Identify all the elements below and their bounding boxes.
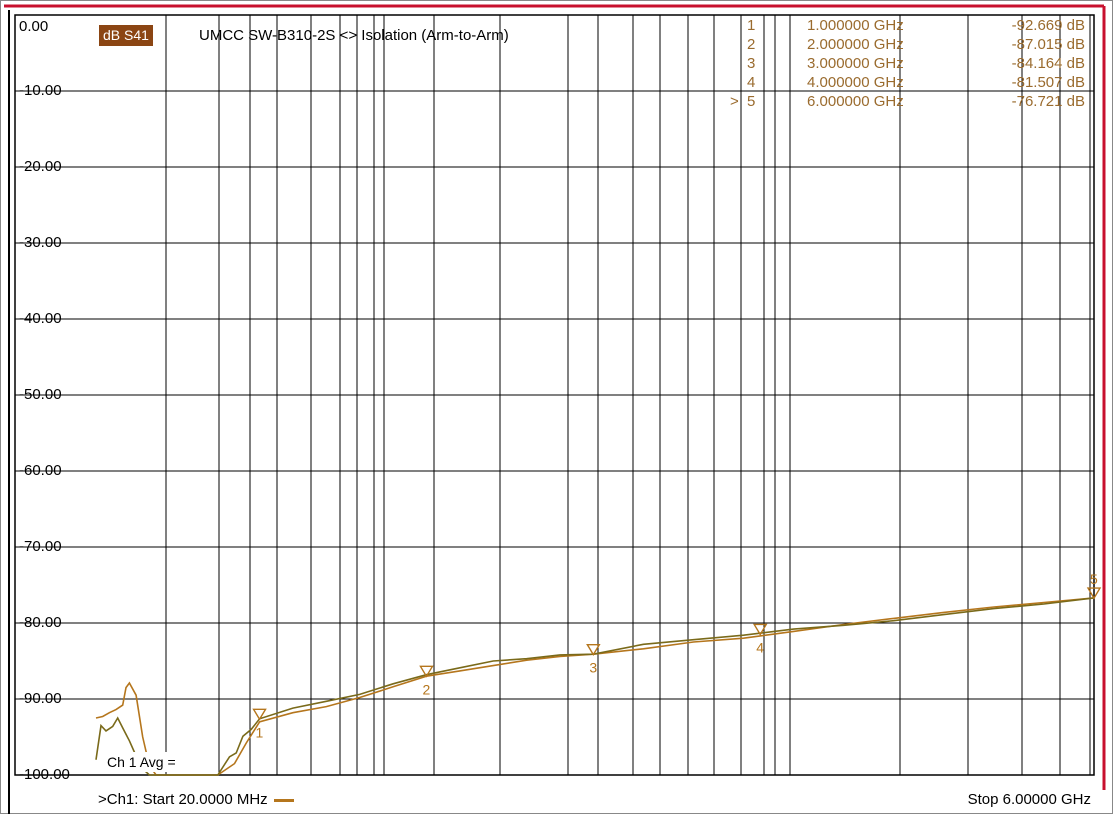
y-tick-label: -80.00	[19, 614, 62, 631]
marker-frequency: 4.000000 GHz	[807, 74, 904, 91]
marker-value: -76.721 dB	[1011, 93, 1085, 110]
marker-number: 5	[747, 93, 756, 110]
marker-readout-row: >5 6.000000 GHz -76.721 dB	[715, 92, 1095, 111]
marker-1-label: 1	[256, 724, 264, 740]
marker-frequency: 1.000000 GHz	[807, 17, 904, 34]
marker-3-triangle	[586, 643, 601, 657]
marker-value: -92.669 dB	[1011, 17, 1085, 34]
y-tick-label: -40.00	[19, 310, 62, 327]
marker-active-indicator: >	[730, 93, 739, 110]
start-frequency-text: >Ch1: Start 20.0000 MHz	[98, 791, 268, 808]
marker-3-label: 3	[589, 660, 597, 676]
y-tick-label: -10.00	[19, 82, 62, 99]
series-line-1	[95, 597, 1095, 776]
marker-readout-row: 2 2.000000 GHz -87.015 dB	[715, 35, 1095, 54]
marker-value: -87.015 dB	[1011, 36, 1085, 53]
marker-frequency: 2.000000 GHz	[807, 36, 904, 53]
trace-label-badge[interactable]: dB S41	[99, 25, 153, 46]
marker-4-triangle	[752, 623, 768, 636]
marker-frequency: 6.000000 GHz	[807, 93, 904, 110]
trace-color-swatch	[273, 798, 294, 802]
y-tick-label: -30.00	[19, 234, 62, 251]
series-line-2	[95, 597, 1095, 776]
y-tick-label: -90.00	[19, 690, 62, 707]
marker-number: 2	[747, 36, 756, 53]
y-tick-label: 0.00	[19, 18, 49, 35]
y-tick-label: -60.00	[19, 462, 62, 479]
marker-readout-row: 3 3.000000 GHz -84.164 dB	[715, 54, 1095, 73]
footer-stop-frequency: Stop 6.00000 GHz	[967, 791, 1091, 808]
marker-number: 3	[747, 55, 756, 72]
y-tick-label: -50.00	[19, 386, 62, 403]
marker-value: -81.507 dB	[1011, 74, 1085, 91]
marker-2-label: 2	[422, 681, 430, 697]
marker-5-triangle	[1086, 587, 1102, 600]
marker-5-label: 5	[1090, 571, 1098, 587]
chart-title: UMCC SW-B310-2S <> Isolation (Arm-to-Arm…	[199, 27, 509, 44]
marker-4-label: 4	[756, 639, 764, 655]
plot-area-border	[14, 14, 1095, 776]
marker-frequency: 3.000000 GHz	[807, 55, 904, 72]
channel-average-label: Ch 1 Avg =	[104, 752, 179, 772]
marker-1-triangle	[252, 708, 267, 721]
y-tick-label: -70.00	[19, 538, 62, 555]
marker-readout-row: 1 1.000000 GHz -92.669 dB	[715, 16, 1095, 35]
marker-2-triangle	[419, 665, 434, 678]
y-tick-label: -100.00	[19, 766, 70, 783]
marker-readout-row: 4 4.000000 GHz -81.507 dB	[715, 73, 1095, 92]
marker-number: 1	[747, 17, 756, 34]
marker-number: 4	[747, 74, 756, 91]
footer-start-frequency: >Ch1: Start 20.0000 MHz	[98, 791, 294, 809]
marker-value: -84.164 dB	[1011, 55, 1085, 72]
y-tick-label: -20.00	[19, 158, 62, 175]
